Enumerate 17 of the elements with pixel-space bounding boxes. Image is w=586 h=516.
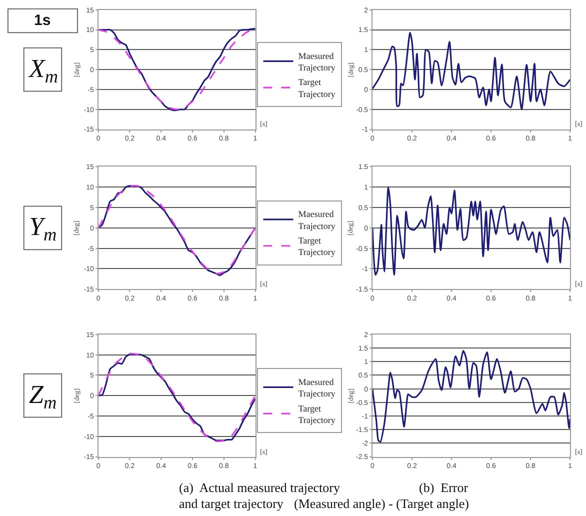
text: Z$_{m}$ bbox=[29, 380, 57, 412]
line-series bbox=[372, 350, 570, 443]
line-series bbox=[372, 32, 570, 110]
text: 1s bbox=[34, 12, 51, 29]
legend-label: Maesured Trajectory bbox=[298, 376, 336, 399]
text: (a) Actual measured trajectory bbox=[179, 480, 340, 495]
legend-label: Target Trajectory bbox=[298, 403, 336, 425]
legend-label: Target Trajectory bbox=[298, 77, 336, 99]
line-series bbox=[372, 186, 570, 276]
text: X$_{m}$ bbox=[28, 54, 58, 86]
text: (b) Error bbox=[419, 480, 469, 495]
legend-label: Maesured Trajectory bbox=[298, 50, 336, 73]
legend-label: Maesured Trajectory bbox=[298, 209, 336, 231]
text: and target trajectory bbox=[179, 496, 284, 511]
legend-label: Target Trajectory bbox=[298, 236, 336, 258]
text: (Measured angle) - (Target angle) bbox=[294, 496, 469, 511]
text: Y$_{m}$ bbox=[29, 212, 57, 244]
